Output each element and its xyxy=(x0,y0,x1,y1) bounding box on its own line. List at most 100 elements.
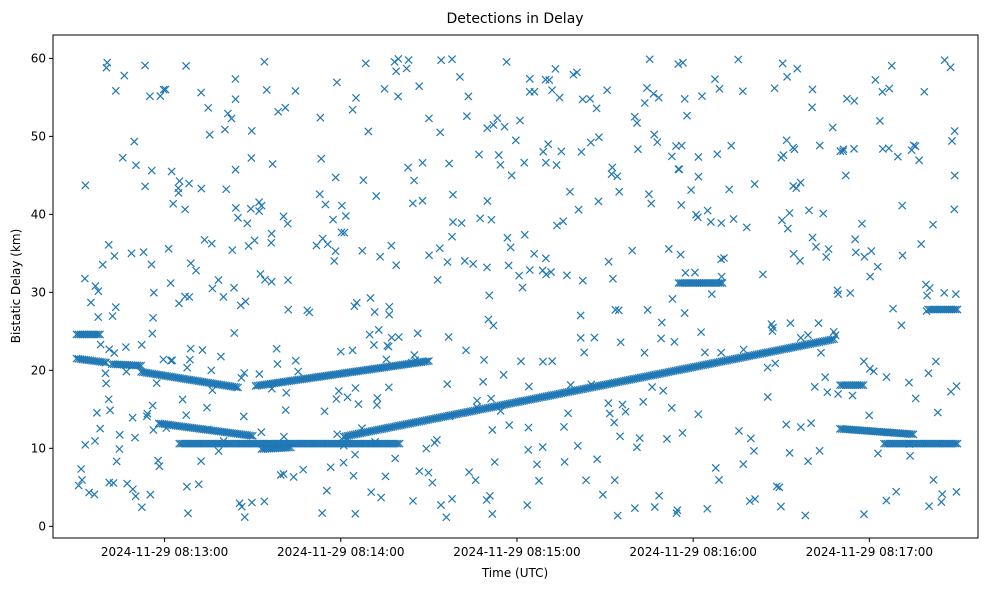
detection-point xyxy=(839,381,848,390)
detection-point xyxy=(541,158,550,167)
detection-point xyxy=(407,358,416,367)
detection-point xyxy=(127,249,136,258)
detection-point xyxy=(105,478,114,487)
detection-point xyxy=(141,61,150,70)
detection-point xyxy=(594,133,603,142)
detection-point xyxy=(332,78,341,87)
detection-point xyxy=(648,383,657,392)
detection-point xyxy=(770,84,779,93)
detection-point xyxy=(714,278,723,288)
detection-point xyxy=(640,98,649,108)
detection-point xyxy=(194,480,203,489)
detection-point xyxy=(703,206,712,215)
detection-point xyxy=(849,381,858,390)
detection-point xyxy=(548,86,557,95)
detection-point xyxy=(422,357,432,366)
detection-point xyxy=(933,408,942,417)
detection-point xyxy=(337,201,346,210)
detection-point xyxy=(149,288,158,297)
detection-point xyxy=(885,84,894,93)
detection-point xyxy=(530,87,539,96)
detection-point xyxy=(214,276,223,285)
detection-point xyxy=(149,425,158,434)
detection-point xyxy=(680,94,689,103)
detection-point xyxy=(137,503,146,512)
detection-point xyxy=(824,245,833,254)
detection-point xyxy=(632,118,642,128)
detection-point xyxy=(909,430,918,439)
detection-point xyxy=(351,384,360,393)
detection-point xyxy=(376,252,385,261)
detection-point xyxy=(305,308,314,317)
detection-point xyxy=(436,501,445,510)
detection-point xyxy=(792,184,801,193)
detection-point xyxy=(146,490,155,499)
detection-point xyxy=(693,278,702,288)
detection-point xyxy=(855,381,864,390)
detection-point xyxy=(593,455,602,464)
detection-point xyxy=(559,422,569,431)
detection-point xyxy=(387,241,396,250)
detection-point xyxy=(147,166,156,175)
detection-point xyxy=(81,440,90,449)
detection-point xyxy=(644,190,653,199)
detection-point xyxy=(565,187,574,196)
detection-point xyxy=(424,356,433,365)
detection-point xyxy=(482,263,492,272)
detection-point xyxy=(115,445,124,454)
detection-point xyxy=(524,423,533,432)
detection-point xyxy=(674,278,683,288)
detection-point xyxy=(184,179,194,188)
detection-point xyxy=(272,344,281,353)
detection-point xyxy=(667,152,676,161)
detection-point xyxy=(677,201,686,210)
detection-point xyxy=(372,401,381,410)
detection-point xyxy=(935,305,944,314)
detection-point xyxy=(950,127,959,136)
detection-point xyxy=(382,355,391,364)
detection-point xyxy=(84,330,93,339)
detection-point xyxy=(460,256,469,265)
detection-point xyxy=(267,238,276,247)
detection-point xyxy=(462,112,471,121)
detection-point xyxy=(808,103,817,112)
detection-point xyxy=(369,340,378,349)
detection-point xyxy=(947,305,956,314)
detection-point xyxy=(810,382,819,391)
detection-point xyxy=(673,506,682,515)
detection-point xyxy=(317,154,326,163)
detection-point xyxy=(240,513,249,522)
detection-point xyxy=(316,113,325,122)
detection-point xyxy=(408,199,417,208)
detection-point xyxy=(331,247,340,256)
detection-point xyxy=(105,345,114,354)
y-tick-label: 60 xyxy=(31,51,46,65)
detection-point xyxy=(279,212,288,221)
detection-point xyxy=(90,490,99,499)
detection-point xyxy=(811,242,821,251)
detection-point xyxy=(610,476,619,485)
detection-point xyxy=(485,291,494,300)
detection-point xyxy=(384,383,393,392)
detection-point xyxy=(139,248,148,257)
detection-point xyxy=(504,261,513,270)
detection-point xyxy=(887,61,896,70)
detection-point xyxy=(239,412,248,421)
detection-point xyxy=(432,435,441,444)
detection-point xyxy=(248,431,257,440)
detection-point xyxy=(159,355,168,364)
detection-point xyxy=(613,172,622,181)
detection-point xyxy=(889,304,898,313)
detection-point xyxy=(569,70,578,79)
detection-point xyxy=(80,274,89,283)
detection-point xyxy=(145,92,154,101)
detection-point xyxy=(865,411,874,420)
detection-point xyxy=(712,278,721,288)
detection-point xyxy=(496,160,505,169)
detection-point xyxy=(643,305,652,314)
detection-point xyxy=(922,307,931,316)
detection-point xyxy=(267,229,276,238)
detection-point xyxy=(321,200,330,209)
detection-point xyxy=(148,329,157,338)
detection-point xyxy=(893,152,902,161)
